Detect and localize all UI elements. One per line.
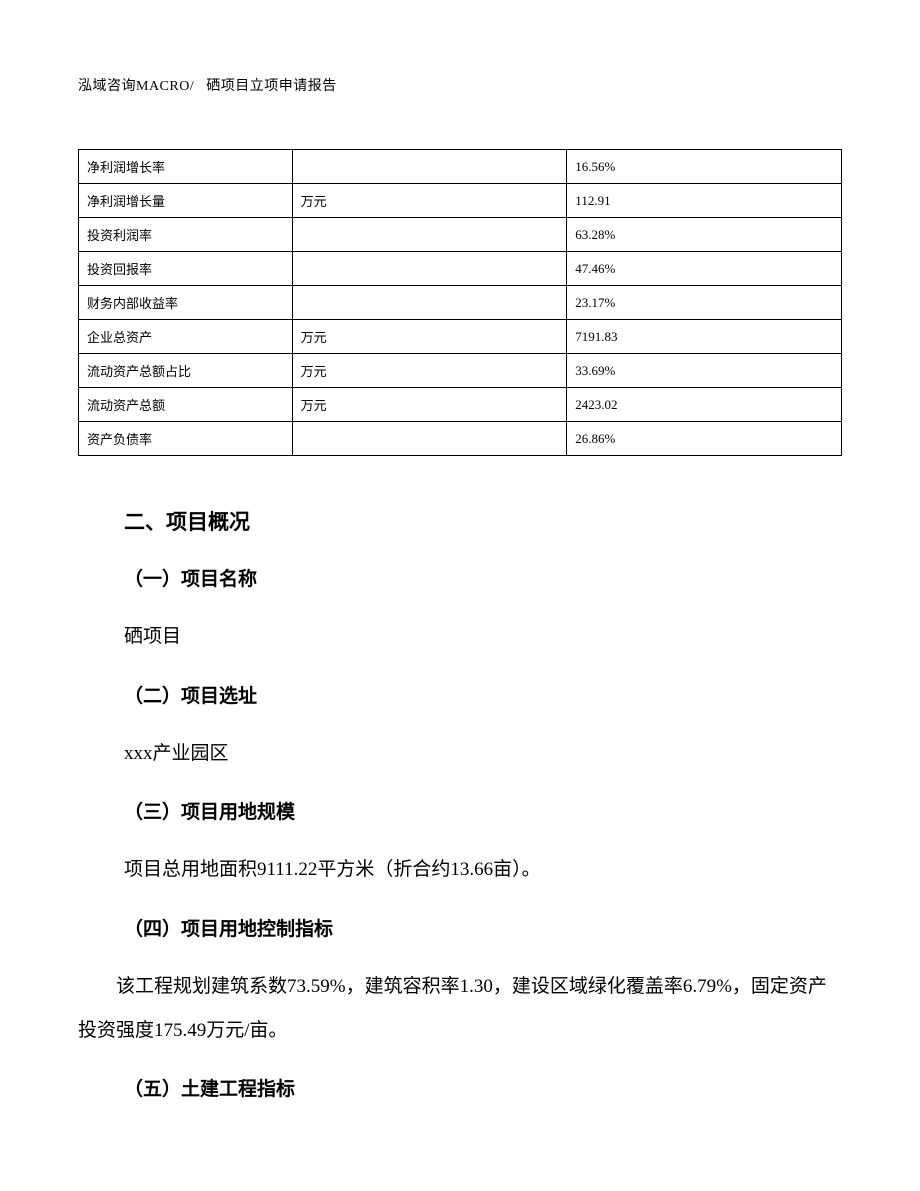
- document-body: 二、项目概况 （一）项目名称 硒项目 （二）项目选址 xxx产业园区 （三）项目…: [78, 506, 842, 1101]
- section-title: 二、项目概况: [124, 506, 832, 536]
- table-row: 投资利润率 63.28%: [79, 218, 842, 252]
- row-unit: 万元: [292, 320, 567, 354]
- subsection-title: （五）土建工程指标: [124, 1074, 832, 1101]
- row-unit: [292, 422, 567, 456]
- table-row: 资产负债率 26.86%: [79, 422, 842, 456]
- subsection-title: （三）项目用地规模: [124, 797, 832, 824]
- subsection-title: （一）项目名称: [124, 564, 832, 591]
- table-row: 流动资产总额 万元 2423.02: [79, 388, 842, 422]
- row-unit: [292, 150, 567, 184]
- table-row: 流动资产总额占比 万元 33.69%: [79, 354, 842, 388]
- row-label: 流动资产总额: [79, 388, 293, 422]
- body-paragraph: 该工程规划建筑系数73.59%，建筑容积率1.30，建设区域绿化覆盖率6.79%…: [78, 965, 832, 1052]
- financial-table: 净利润增长率 16.56% 净利润增长量 万元 112.91 投资利润率 63.…: [78, 149, 842, 456]
- row-label: 企业总资产: [79, 320, 293, 354]
- row-label: 资产负债率: [79, 422, 293, 456]
- row-value: 63.28%: [567, 218, 842, 252]
- body-paragraph: 硒项目: [124, 615, 832, 659]
- table-row: 财务内部收益率 23.17%: [79, 286, 842, 320]
- subsection-title: （四）项目用地控制指标: [124, 914, 832, 941]
- row-value: 16.56%: [567, 150, 842, 184]
- row-label: 流动资产总额占比: [79, 354, 293, 388]
- row-unit: [292, 252, 567, 286]
- page-header: 泓域咨询MACRO/ 硒项目立项申请报告: [78, 75, 842, 95]
- row-value: 47.46%: [567, 252, 842, 286]
- table-row: 企业总资产 万元 7191.83: [79, 320, 842, 354]
- row-label: 投资利润率: [79, 218, 293, 252]
- row-unit: [292, 286, 567, 320]
- row-unit: [292, 218, 567, 252]
- table-row: 投资回报率 47.46%: [79, 252, 842, 286]
- row-value: 112.91: [567, 184, 842, 218]
- row-value: 26.86%: [567, 422, 842, 456]
- row-unit: 万元: [292, 354, 567, 388]
- table-row: 净利润增长量 万元 112.91: [79, 184, 842, 218]
- table-row: 净利润增长率 16.56%: [79, 150, 842, 184]
- row-label: 财务内部收益率: [79, 286, 293, 320]
- subsection-title: （二）项目选址: [124, 681, 832, 708]
- row-unit: 万元: [292, 184, 567, 218]
- header-company: 泓域咨询MACRO/: [78, 79, 194, 94]
- row-value: 33.69%: [567, 354, 842, 388]
- body-paragraph: 项目总用地面积9111.22平方米（折合约13.66亩）。: [124, 848, 832, 892]
- row-label: 净利润增长率: [79, 150, 293, 184]
- row-value: 2423.02: [567, 388, 842, 422]
- row-value: 7191.83: [567, 320, 842, 354]
- row-label: 投资回报率: [79, 252, 293, 286]
- row-label: 净利润增长量: [79, 184, 293, 218]
- body-paragraph: xxx产业园区: [124, 732, 832, 776]
- row-value: 23.17%: [567, 286, 842, 320]
- row-unit: 万元: [292, 388, 567, 422]
- header-doc-title: 硒项目立项申请报告: [206, 79, 337, 94]
